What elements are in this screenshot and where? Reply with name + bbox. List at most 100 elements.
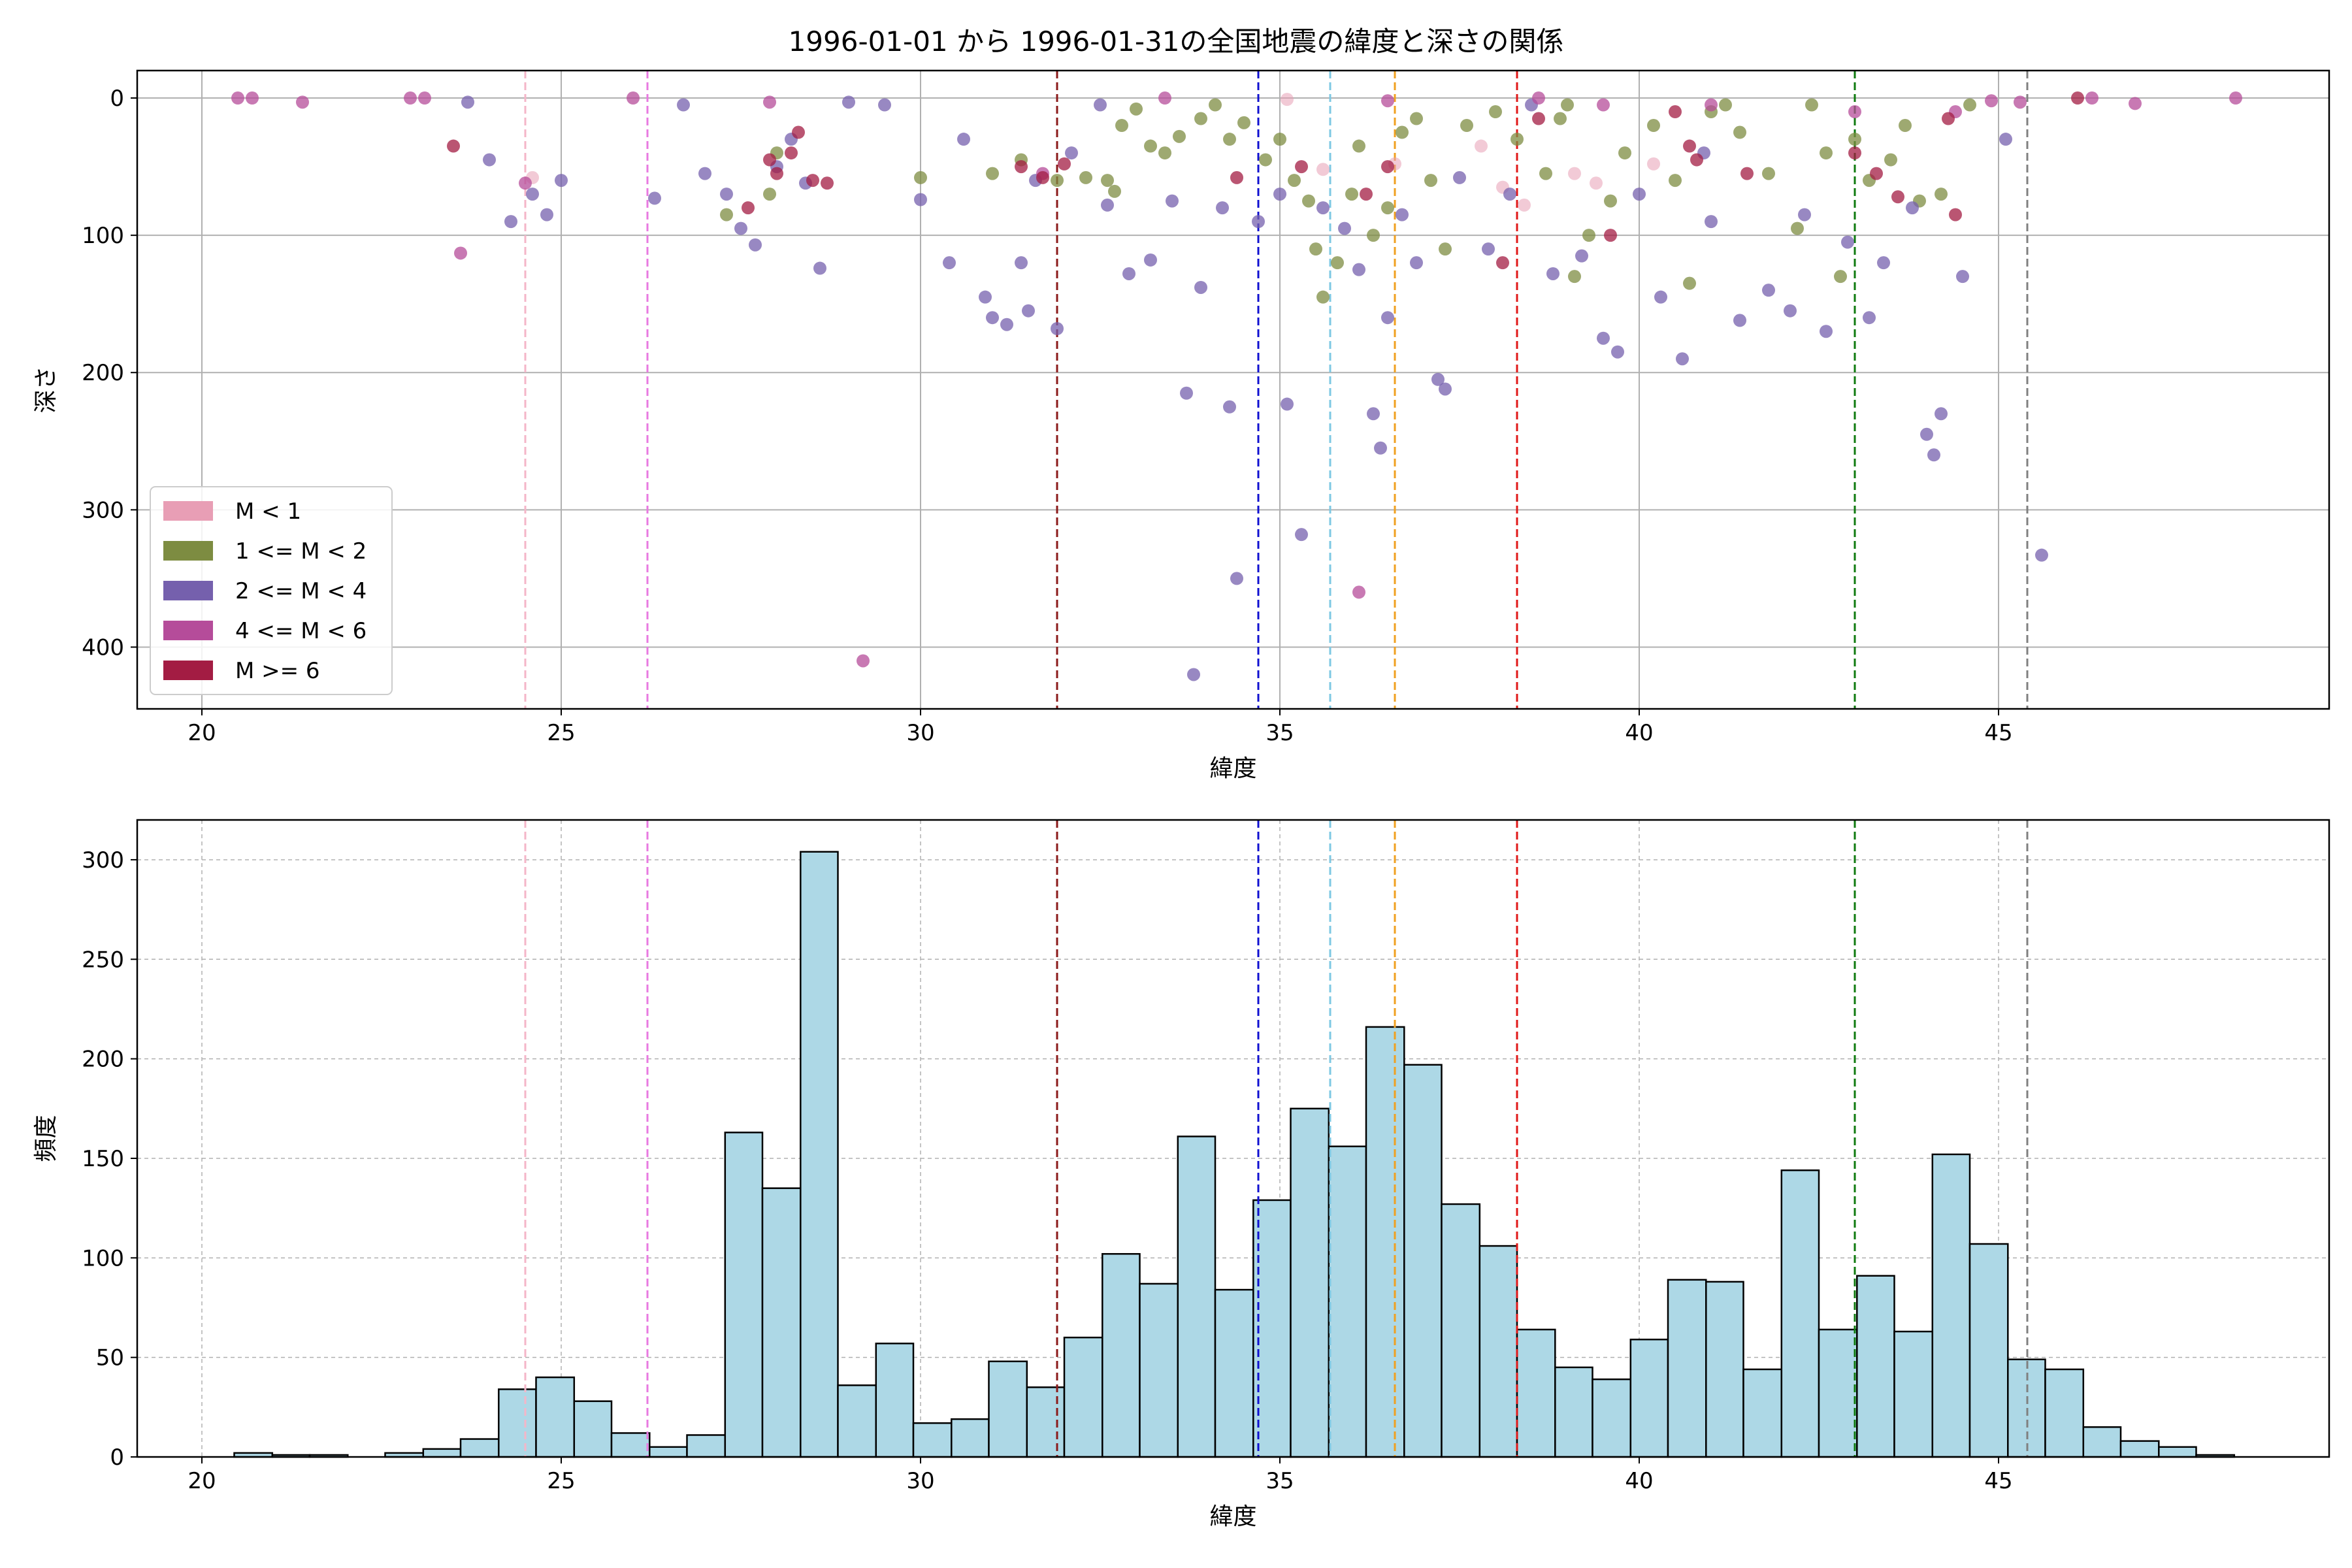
scatter-point [1252,215,1265,229]
scatter-point [461,95,474,109]
scatter-point [1338,221,1351,235]
scatter-point [763,95,776,109]
scatter-point [1683,139,1696,153]
scatter-point [1906,201,1919,215]
scatter-point [770,167,783,180]
histogram-bar [2082,1426,2122,1458]
scatter-point [1230,572,1243,585]
scatter-point [1669,174,1682,188]
scatter-point [1079,171,1092,184]
scatter-point [914,193,927,206]
scatter-point [720,208,733,221]
histogram-bar [610,1432,651,1458]
scatter-point [1187,668,1200,681]
scatter-point [763,188,776,201]
scatter-point [1949,208,1962,221]
scatter-point [1676,352,1689,366]
scatter-point [1647,157,1660,171]
scatter-point [1051,322,1064,336]
legend-swatch [163,661,213,680]
scatter-point [1158,146,1171,160]
scatter-point [677,98,690,112]
scatter-point [1352,263,1365,276]
histogram-x-tick-label: 35 [1266,1468,1294,1494]
scatter-point [1575,249,1588,263]
histogram-bar [573,1400,613,1458]
histogram-bar [1063,1336,1103,1458]
scatter-point [1173,129,1186,143]
scatter-series [447,91,2084,270]
scatter-point [1022,304,1035,318]
scatter-point [1633,188,1646,201]
scatter-point [2014,95,2027,109]
histogram-bar [1177,1135,1217,1458]
scatter-x-tick-label: 30 [906,720,934,746]
scatter-point [1223,400,1236,414]
scatter-point [1604,229,1617,242]
scatter-y-tick-label: 300 [82,497,124,523]
histogram-y-tick-label: 50 [96,1345,124,1371]
scatter-title: 1996-01-01 から 1996-01-31の全国地震の緯度と深さの関係 [789,25,1564,57]
scatter-point [1784,304,1797,318]
scatter-point [1870,167,1883,180]
scatter-point [1281,93,1294,106]
scatter-point [943,256,956,270]
scatter-point [1705,215,1718,229]
scatter-point [504,215,517,229]
scatter-point [1791,221,1804,235]
scatter-point [1848,105,1861,119]
scatter-point [957,133,970,146]
scatter-point [1223,133,1236,146]
legend-swatch [163,501,213,521]
histogram-bar [1441,1203,1481,1458]
histogram-y-tick-label: 200 [82,1047,124,1073]
legend-swatch [163,581,213,600]
scatter-point [813,261,826,275]
scatter-point [1331,256,1344,270]
scatter-point [1431,372,1445,386]
scatter-point [1561,98,1574,112]
histogram-bar [1214,1288,1254,1458]
scatter-point [1180,386,1193,400]
scatter-point [1381,94,1394,108]
scatter-point [1647,119,1660,133]
scatter-point [1015,256,1028,270]
scatter-point [1130,102,1143,116]
scatter-point [785,146,798,160]
scatter-point [1805,98,1818,112]
histogram-bar [1139,1282,1179,1458]
scatter-point [483,153,496,167]
scatter-point [1496,256,1509,270]
scatter-point [2085,91,2099,105]
histogram-bar [649,1446,688,1458]
scatter-x-tick-label: 20 [188,720,216,746]
histogram-y-tick-label: 150 [82,1146,124,1172]
scatter-point [1834,270,1847,284]
histogram-bar [1931,1153,1971,1458]
scatter-panel: 20 25 30 35 40 45 0 100 200 300 400 緯度 深さ M < 1 1 … [33,69,2330,782]
scatter-point [1554,112,1567,125]
scatter-point [1733,314,1746,327]
histogram-x-axis-label: 緯度 [1209,1503,1256,1530]
scatter-point [418,91,431,105]
histogram-y-tick-label: 0 [110,1445,124,1471]
scatter-frame [136,69,2330,710]
scatter-point [1848,146,1861,160]
scatter-point [1230,171,1243,184]
scatter-series [720,98,1976,304]
scatter-point [1899,119,1912,133]
scatter-point [914,171,927,184]
histogram-bar [535,1376,576,1458]
legend-label: 1 <= M < 2 [235,538,367,564]
scatter-point [1122,267,1135,280]
histogram-panel: 20 25 30 35 40 45 0 50 100 150 200 250 300 緯度 頻度 [33,819,2330,1530]
histogram-bar [498,1388,537,1458]
scatter-point [1539,167,1552,180]
histogram-y-ticks: 0 50 100 150 200 250 300 [82,847,137,1471]
scatter-point [231,91,244,105]
scatter-point [1985,94,1998,108]
histogram-bar [1629,1338,1669,1458]
scatter-point [1884,153,1897,167]
histogram-bar [2119,1440,2160,1458]
scatter-point [1820,325,1833,338]
